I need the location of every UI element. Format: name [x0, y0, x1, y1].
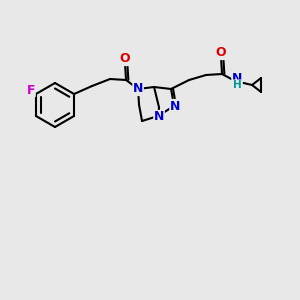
Text: O: O [216, 46, 226, 59]
Text: N: N [154, 110, 164, 124]
Text: F: F [27, 83, 35, 97]
Text: H: H [233, 80, 242, 90]
Text: O: O [120, 52, 130, 65]
Text: N: N [232, 73, 242, 85]
Text: N: N [170, 100, 180, 112]
Text: N: N [133, 82, 143, 95]
